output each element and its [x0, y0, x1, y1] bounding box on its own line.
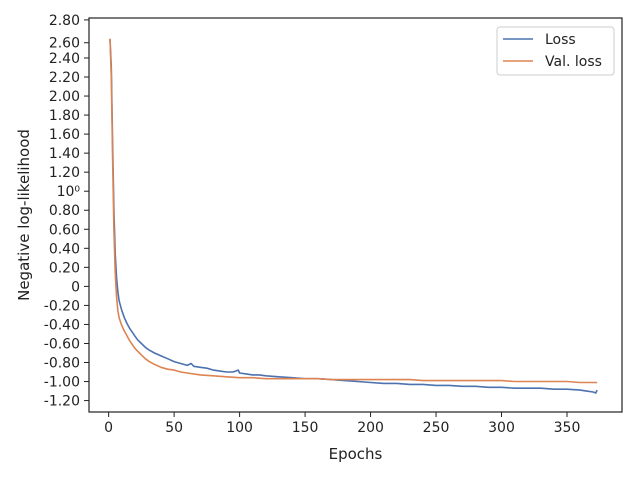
y-axis-label: Negative log-likelihood — [15, 129, 33, 301]
legend-label-val-loss: Val. loss — [545, 54, 602, 70]
y-tick-label: 0 — [71, 279, 80, 295]
series-layer — [109, 38, 598, 394]
y-tick-label: 0.20 — [49, 260, 80, 276]
y-tick-label: 2.80 — [49, 13, 80, 29]
x-tick-label: 200 — [357, 420, 384, 436]
y-tick-label: 2.20 — [49, 70, 80, 86]
plot-frame — [88, 17, 623, 413]
y-tick-label: 1.80 — [49, 108, 80, 124]
x-tick-label: 50 — [165, 420, 183, 436]
legend: Loss Val. loss — [496, 26, 615, 76]
y-tick-label: -0.60 — [44, 336, 80, 352]
y-tick-label: 0.60 — [49, 222, 80, 238]
y-tick-label: 10⁰ — [57, 184, 81, 200]
x-tick-label: 150 — [292, 420, 319, 436]
y-tick-label: 2.40 — [49, 51, 80, 67]
x-axis-ticks: 0 50 100 150 200 250 300 350 — [104, 412, 580, 436]
x-tick-label: 350 — [554, 420, 581, 436]
legend-label-loss: Loss — [545, 32, 576, 48]
y-tick-label: -1.00 — [44, 375, 80, 391]
y-tick-label: -0.20 — [44, 298, 80, 314]
y-tick-label: -1.20 — [44, 394, 80, 410]
x-tick-label: 300 — [488, 420, 515, 436]
x-tick-label: 250 — [423, 420, 450, 436]
y-tick-label: 1.20 — [49, 165, 80, 181]
x-axis-label: Epochs — [329, 445, 383, 463]
y-tick-label: 0.40 — [49, 241, 80, 257]
x-tick-label: 0 — [104, 420, 113, 436]
y-tick-label: 2.60 — [49, 36, 80, 52]
series-line-val-loss — [109, 38, 598, 384]
y-tick-label: 1.60 — [49, 127, 80, 143]
y-axis-ticks: -1.20 -1.00 -0.80 -0.60 -0.40 -0.20 0 0.20 0.40 0… — [44, 13, 89, 410]
series-line-loss — [109, 38, 598, 394]
y-tick-label: -0.40 — [44, 317, 80, 333]
y-tick-label: -0.80 — [44, 356, 80, 372]
plot-area — [109, 38, 598, 394]
x-tick-label: 100 — [226, 420, 253, 436]
y-tick-label: 2.00 — [49, 89, 80, 105]
y-tick-label: 1.40 — [49, 146, 80, 162]
y-tick-label: 0.80 — [49, 203, 80, 219]
